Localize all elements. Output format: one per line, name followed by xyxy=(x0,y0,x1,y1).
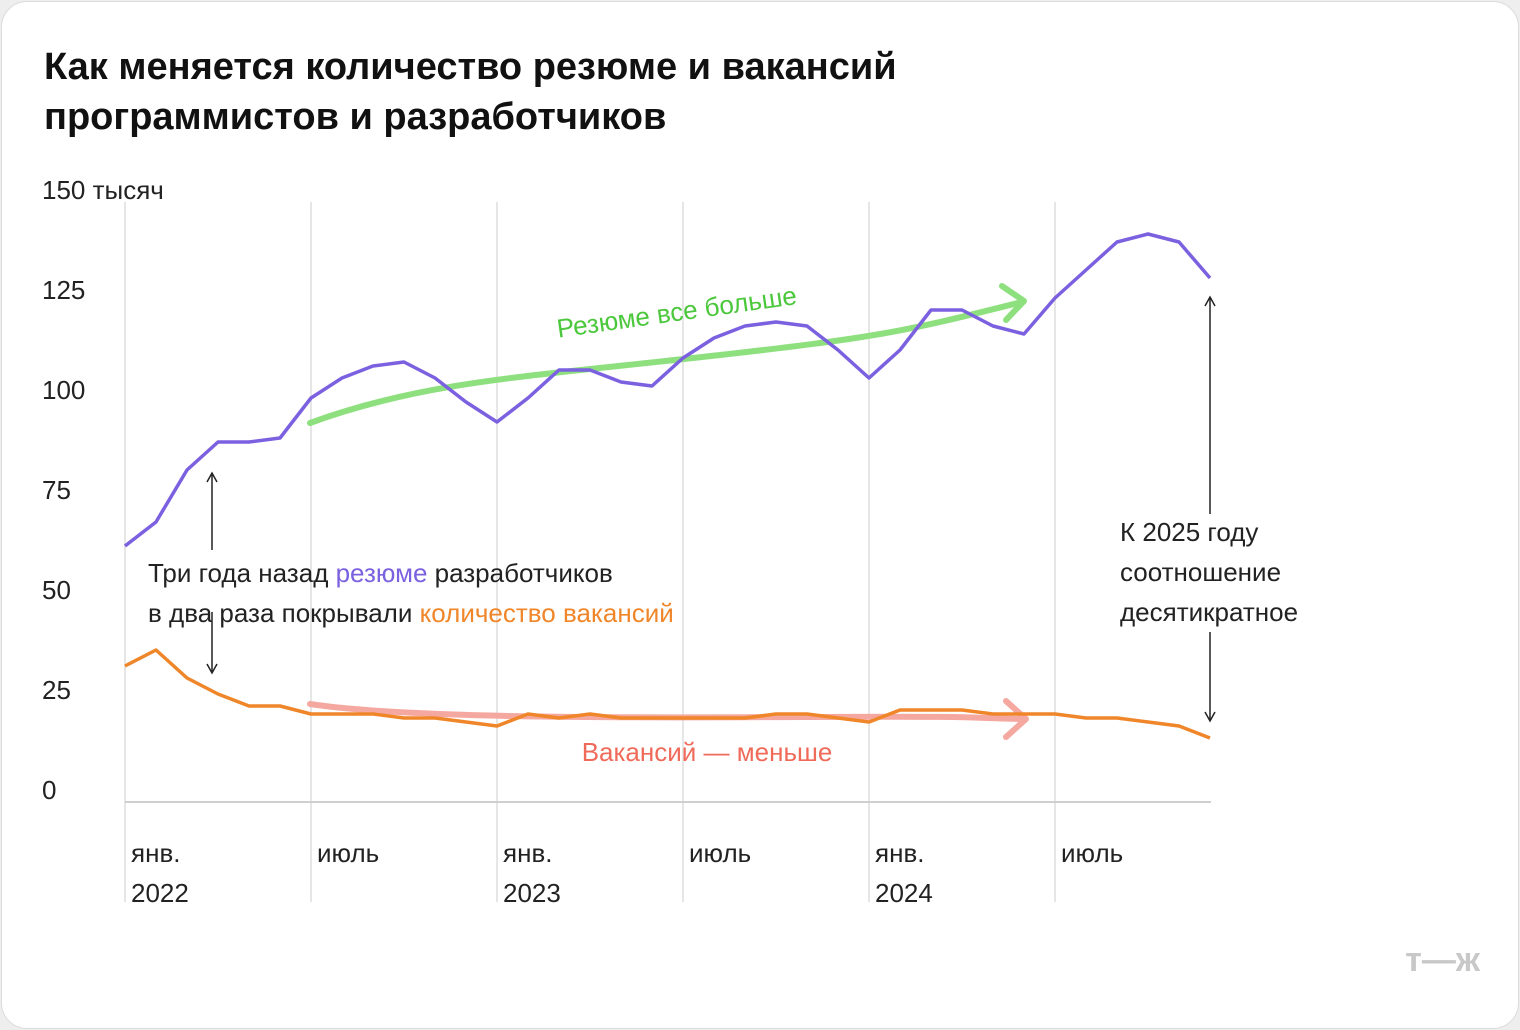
y-tick-label: 50 xyxy=(42,575,71,605)
y-tick-label: 100 xyxy=(42,375,85,405)
y-tick-label: 125 xyxy=(42,275,85,305)
x-tick-label: янв. 2022 xyxy=(131,838,189,908)
x-tick-label: июль xyxy=(1061,838,1124,868)
trend-arrowhead-up xyxy=(999,283,1027,323)
series-line xyxy=(124,648,1211,740)
y-tick-label: 150 тысяч xyxy=(42,175,164,205)
x-tick-label: янв. 2023 xyxy=(503,838,561,908)
trend-arrow-up xyxy=(307,299,1025,426)
right-note: К 2025 году соотношение десятикратное xyxy=(1120,517,1299,627)
x-tick-label: янв. 2024 xyxy=(875,838,933,908)
note-text: разработчиков xyxy=(427,558,613,588)
y-tick-label: 75 xyxy=(42,475,71,505)
trend-arrowhead-flat xyxy=(1003,698,1029,740)
y-tick-label: 0 xyxy=(42,775,56,805)
chart-title: Как меняется количество резюме и ваканси… xyxy=(44,46,897,138)
note-arrows xyxy=(206,295,1216,723)
left-note: Три года назад резюме разработчиков в дв… xyxy=(148,553,674,633)
y-tick-label: 25 xyxy=(42,675,71,705)
resume-trend-label: Резюме все больше xyxy=(555,280,799,343)
note-text: в два раза покрывали xyxy=(148,598,420,628)
x-tick-label: июль xyxy=(317,838,380,868)
logo: т—ж xyxy=(1405,941,1481,979)
note-text: Три года назад xyxy=(148,558,336,588)
vacancy-trend-label: Вакансий — меньше xyxy=(582,737,833,767)
x-tick-label: июль xyxy=(689,838,752,868)
series-line xyxy=(123,232,1212,548)
note-text: резюме xyxy=(335,558,428,588)
note-text: количество вакансий xyxy=(419,598,674,628)
